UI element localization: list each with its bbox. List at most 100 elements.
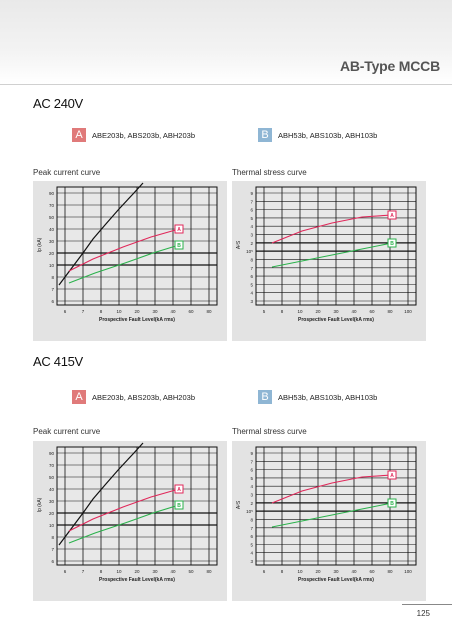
peak-curve-title: Peak current curve xyxy=(33,427,101,436)
header-divider xyxy=(0,84,452,85)
x-axis-label: Prospective Fault Level(kA rms) xyxy=(298,577,374,583)
series-a-line xyxy=(271,214,393,244)
y-tick-label: 9 xyxy=(250,451,253,456)
series-a-label: A xyxy=(390,213,394,219)
x-tick-label: 40 xyxy=(351,309,357,314)
y-tick-label: 6 xyxy=(250,534,253,539)
y-tick-label: 3 xyxy=(250,493,253,498)
header-band xyxy=(0,0,452,84)
section-title-415v: AC 415V xyxy=(33,354,83,369)
series-a-marker xyxy=(174,484,184,494)
y-tick-label: 5 xyxy=(250,542,253,547)
x-tick-label: 50 xyxy=(188,569,194,574)
x-tick-label: 100 xyxy=(404,309,412,314)
y-tick-label: 6 xyxy=(51,299,54,304)
x-tick-label: 7 xyxy=(82,309,85,314)
y-tick-label: 4 xyxy=(250,291,253,296)
x-tick-label: 8 xyxy=(100,309,103,314)
y-tick-label: 4 xyxy=(250,551,253,556)
y-tick-label: 3 xyxy=(250,559,253,564)
y-tick-label: 7 xyxy=(250,266,253,271)
badge-b: B xyxy=(258,128,272,142)
y-tick-label: 7 xyxy=(250,526,253,531)
thermal-chart-240v: 9 7 6 5 4 3 2 10⁵ 8 7 6 5 4 3 5 8 10 20 30 40 60 80 100 Prospec… xyxy=(232,181,426,341)
y-axis-label: A²S xyxy=(236,240,242,249)
series-a-line xyxy=(271,474,393,504)
y-tick-label: 6 xyxy=(250,468,253,473)
x-tick-label: 10 xyxy=(297,309,303,314)
x-tick-label: 40 xyxy=(351,569,357,574)
peak-chart-240v: 90 70 50 40 30 20 10 8 7 6 6 7 8 10 20 30 40 60 80 Prospect… xyxy=(33,181,227,341)
models-b-text: ABH53b, ABS103b, ABH103b xyxy=(278,131,378,140)
series-b-label: B xyxy=(177,503,181,509)
x-tick-label: 10 xyxy=(116,309,122,314)
x-tick-label: 80 xyxy=(387,309,393,314)
x-tick-label: 8 xyxy=(281,569,284,574)
reference-line xyxy=(58,182,144,286)
page-header-title: AB-Type MCCB xyxy=(339,58,440,74)
badge-a: A xyxy=(72,390,86,404)
y-tick-label: 5 xyxy=(250,282,253,287)
x-tick-label: 20 xyxy=(315,569,321,574)
series-b-marker xyxy=(387,238,397,248)
page-number-rule xyxy=(402,604,452,605)
y-tick-label: 8 xyxy=(51,535,54,540)
y-tick-label: 90 xyxy=(49,191,55,196)
y-tick-label: 6 xyxy=(250,208,253,213)
series-a-line xyxy=(68,228,180,272)
series-b-line xyxy=(68,504,180,544)
x-tick-label: 8 xyxy=(281,309,284,314)
peak-curve-title: Peak current curve xyxy=(33,168,101,177)
x-tick-label: 80 xyxy=(206,569,212,574)
x-tick-label: 6 xyxy=(64,569,67,574)
x-tick-label: 10 xyxy=(297,569,303,574)
series-b-marker xyxy=(387,498,397,508)
series-a-marker xyxy=(387,210,397,220)
x-tick-label: 10 xyxy=(116,569,122,574)
series-b-marker xyxy=(174,240,184,250)
x-tick-label: 30 xyxy=(333,309,339,314)
models-b-text: ABH53b, ABS103b, ABH103b xyxy=(278,393,378,402)
y-axis-label: A²S xyxy=(236,500,242,509)
y-tick-label: 50 xyxy=(49,475,55,480)
y-tick-label: 50 xyxy=(49,215,55,220)
y-tick-label: 6 xyxy=(250,274,253,279)
chart-svg: 90 70 50 40 30 20 10 8 7 6 6 7 8 10 20 30 40 50 80 Prospect… xyxy=(37,442,218,583)
x-tick-label: 20 xyxy=(134,309,140,314)
chart-svg: 9 7 6 5 4 3 2 10⁵ 8 7 6 5 4 3 5 8 10 20 30 40 60 80 100 Prospec… xyxy=(236,186,417,323)
series-a-label: A xyxy=(390,473,394,479)
x-tick-label: 20 xyxy=(134,569,140,574)
x-tick-label: 100 xyxy=(404,569,412,574)
series-b-label: B xyxy=(177,243,181,249)
series-b-line xyxy=(68,244,180,284)
x-tick-label: 20 xyxy=(315,309,321,314)
x-tick-label: 5 xyxy=(263,309,266,314)
y-tick-label: 20 xyxy=(49,511,55,516)
y-tick-label: 8 xyxy=(250,517,253,522)
y-tick-label: 10⁵ xyxy=(246,509,253,514)
series-a-label: A xyxy=(177,227,181,233)
x-tick-label: 6 xyxy=(64,309,67,314)
models-a-text: ABE203b, ABS203b, ABH203b xyxy=(92,393,195,402)
peak-chart-415v: 90 70 50 40 30 20 10 8 7 6 6 7 8 10 20 30 40 50 80 Prospect… xyxy=(33,441,227,601)
y-tick-label: 8 xyxy=(51,275,54,280)
y-tick-label: 5 xyxy=(250,216,253,221)
x-tick-label: 40 xyxy=(170,569,176,574)
y-tick-label: 90 xyxy=(49,451,55,456)
y-tick-label: 40 xyxy=(49,227,55,232)
y-tick-label: 3 xyxy=(250,233,253,238)
series-b-marker xyxy=(174,500,184,510)
thermal-curve-title: Thermal stress curve xyxy=(232,427,307,436)
x-axis-label: Prospective Fault Level(kA rms) xyxy=(298,317,374,323)
y-tick-label: 30 xyxy=(49,499,55,504)
series-b-line xyxy=(271,502,393,528)
x-tick-label: 80 xyxy=(387,569,393,574)
thermal-chart-415v: 9 7 6 5 4 3 2 10⁵ 8 7 6 5 4 3 6 8 10 20 30 40 60 80 100 Prospec… xyxy=(232,441,426,601)
y-axis-label: Ip (kA) xyxy=(37,237,43,252)
y-tick-label: 30 xyxy=(49,239,55,244)
y-axis-label: Ip (kA) xyxy=(37,497,43,512)
x-tick-label: 8 xyxy=(100,569,103,574)
y-tick-label: 10 xyxy=(49,263,55,268)
y-tick-label: 10⁵ xyxy=(246,249,253,254)
x-tick-label: 60 xyxy=(369,309,375,314)
